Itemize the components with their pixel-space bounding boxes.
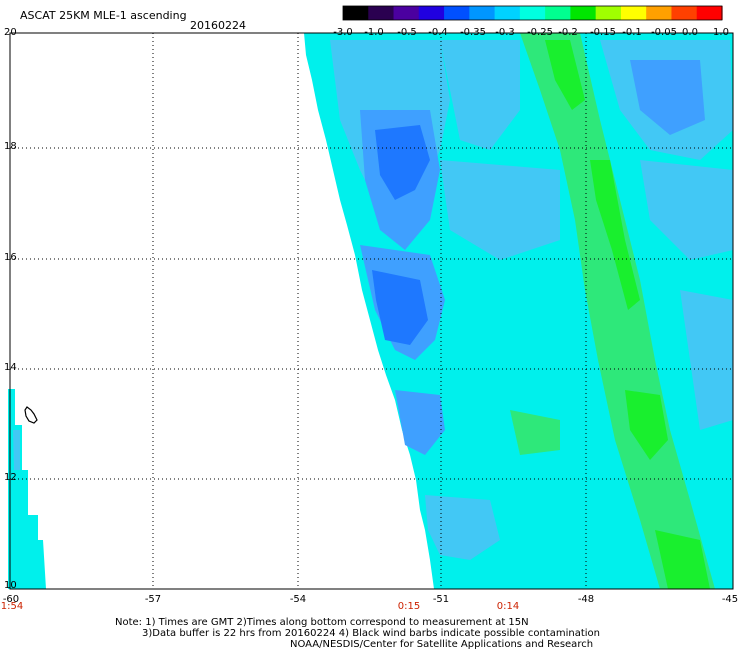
swath-patch [640,160,733,260]
colorbar-segment [671,6,698,20]
lon-label: -60 [2,594,20,605]
colorbar-label: -3.0 [333,27,353,38]
plot-title: ASCAT 25KM MLE-1 ascending [20,9,187,22]
colorbar-label: -0.2 [558,27,578,38]
green-band-core [590,160,640,310]
swath-patch [395,390,445,455]
colorbar-segment [595,6,622,20]
note-line-2: 3)Data buffer is 22 hrs from 20160224 4)… [142,628,600,639]
colorbar-label: -0.3 [495,27,515,38]
swath-patch [440,40,520,150]
lon-label: -54 [289,594,307,605]
pass-time-label: 1:54 [0,601,24,612]
land-outline [24,406,38,424]
colorbar-segment [469,6,496,20]
green-patch [510,410,560,455]
colorbar-segment [519,6,546,20]
lon-label: -51 [432,594,450,605]
colorbar-segment [570,6,597,20]
colorbar-label: 0.0 [682,27,698,38]
colorbar-border [342,5,723,21]
colorbar-segment [545,6,571,20]
swath-patch [680,290,733,430]
colorbar-label: -0.15 [590,27,616,38]
swath-patch [440,160,560,260]
lat-label: 14 [4,362,17,373]
plot-date: 20160224 [190,19,246,32]
swath-patch [13,430,20,470]
colorbar-label: 1.0 [713,27,729,38]
colorbar-label: -0.5 [397,27,417,38]
lat-label: 10 [4,580,17,591]
lon-label: -45 [721,594,739,605]
swath-patch [425,495,500,560]
colorbar-segment [393,6,420,20]
lat-label: 12 [4,472,17,483]
pass-time-label: 0:15 [397,601,421,612]
colorbar-segment [646,6,673,20]
colorbar-segment [444,6,470,20]
colorbar-label: -0.1 [622,27,642,38]
colorbar-label: -0.4 [428,27,448,38]
lat-label: 16 [4,252,17,263]
swath-patch [372,270,428,345]
colorbar [342,5,723,21]
colorbar-label: -0.25 [527,27,553,38]
green-band-core [545,40,585,110]
green-band-core [655,530,710,589]
swath-patch [375,125,430,200]
lon-label: -48 [577,594,595,605]
colorbar-segment [494,6,521,20]
colorbar-segment [696,6,723,20]
barbados-outline [24,406,38,424]
colorbar-segment [620,6,647,20]
note-line-3: NOAA/NESDIS/Center for Satellite Applica… [290,639,594,650]
lon-label: -57 [144,594,162,605]
pass-time-label: 0:14 [496,601,520,612]
colorbar-label: -0.05 [651,27,677,38]
colorbar-segment [418,6,445,20]
green-band-core [625,390,668,460]
colorbar-label: -0.35 [460,27,486,38]
lat-lon-grid [10,33,733,589]
swath-patch [630,60,705,135]
colorbar-label: -1.0 [364,27,384,38]
lat-label: 20 [4,27,17,38]
note-line-1: Note: 1) Times are GMT 2)Times along bot… [115,617,529,628]
colorbar-segment [368,6,395,20]
scatterometer-swath [8,33,733,589]
colorbar-segment [343,6,369,20]
swath-left-strip [8,389,46,589]
map-frame [9,32,734,590]
lat-label: 18 [4,141,17,152]
green-band [520,33,715,589]
